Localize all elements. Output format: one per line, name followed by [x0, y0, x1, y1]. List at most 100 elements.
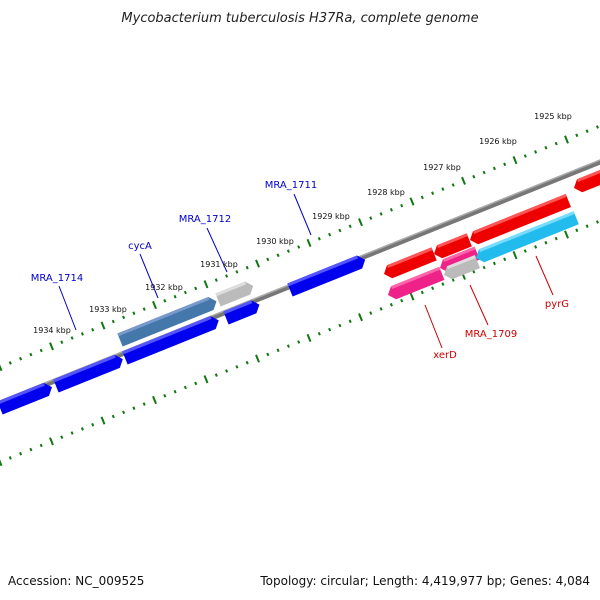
- major-tick: [100, 416, 106, 425]
- minor-tick: [492, 166, 496, 171]
- minor-tick: [276, 348, 280, 353]
- minor-tick: [534, 245, 538, 249]
- minor-tick: [554, 141, 558, 146]
- minor-tick: [348, 319, 352, 324]
- gene-label[interactable]: pyrG: [545, 299, 569, 310]
- accession-text: Accession: NC_009525: [8, 574, 144, 588]
- gene-label[interactable]: MRA_1712: [179, 214, 231, 225]
- minor-tick: [286, 344, 290, 348]
- minor-tick: [132, 311, 136, 315]
- minor-tick: [297, 245, 301, 249]
- minor-tick: [441, 282, 445, 286]
- minor-tick: [122, 315, 126, 320]
- gene-arrow[interactable]: [0, 381, 55, 415]
- minor-tick: [245, 265, 249, 270]
- map-title: Mycobacterium tuberculosis H37Ra, comple…: [121, 11, 478, 26]
- gene-arrow[interactable]: [381, 247, 437, 280]
- gene-label[interactable]: MRA_1709: [465, 329, 517, 340]
- minor-tick: [389, 208, 393, 212]
- minor-tick: [328, 327, 332, 332]
- major-tick: [358, 218, 363, 227]
- major-tick: [512, 251, 518, 260]
- major-tick: [461, 176, 466, 185]
- major-tick: [203, 280, 209, 289]
- major-tick: [409, 197, 415, 206]
- major-tick: [255, 354, 260, 363]
- minor-tick: [19, 451, 23, 456]
- gene-arrow[interactable]: [53, 353, 125, 393]
- minor-tick: [194, 286, 198, 291]
- minor-tick: [163, 394, 167, 398]
- minor-tick: [39, 348, 43, 353]
- gene-arrow-grey[interactable]: [215, 279, 255, 307]
- minor-tick: [575, 133, 579, 138]
- gene-label[interactable]: MRA_1711: [265, 180, 317, 191]
- minor-tick: [482, 170, 486, 175]
- minor-tick: [595, 125, 599, 129]
- gene-arrow-steel[interactable]: [117, 295, 219, 347]
- kbp-label: 1929 kbp: [312, 212, 350, 221]
- minor-tick: [235, 365, 239, 369]
- minor-tick: [39, 443, 43, 448]
- gene-arrow[interactable]: [223, 298, 262, 325]
- minor-tick: [163, 299, 167, 303]
- minor-tick: [420, 195, 424, 200]
- major-tick: [564, 135, 569, 144]
- minor-tick: [534, 150, 538, 154]
- reverse-genes: [381, 166, 600, 302]
- minor-tick: [369, 216, 373, 220]
- gene-arrow-light-blue[interactable]: [473, 211, 579, 264]
- minor-tick: [276, 253, 280, 258]
- gene-arrow[interactable]: [467, 193, 571, 247]
- minor-tick: [492, 261, 496, 266]
- kbp-label: 1931 kbp: [200, 260, 238, 269]
- leader-lines: [58, 193, 554, 349]
- major-tick: [49, 437, 54, 446]
- minor-tick: [523, 154, 527, 158]
- minor-tick: [431, 191, 435, 195]
- gene-arrow[interactable]: [571, 166, 600, 195]
- kbp-label: 1925 kbp: [534, 112, 572, 121]
- gene-arrow[interactable]: [287, 253, 367, 297]
- gene-arrow[interactable]: [122, 314, 221, 365]
- gene-arrow-pink[interactable]: [385, 266, 445, 302]
- minor-tick: [111, 319, 115, 324]
- gene-arrow-grey[interactable]: [441, 255, 481, 281]
- major-tick: [512, 156, 518, 165]
- minor-tick: [379, 307, 383, 311]
- minor-tick: [225, 369, 229, 373]
- tick-track-upper: [0, 125, 599, 372]
- minor-tick: [286, 249, 290, 253]
- minor-tick: [595, 220, 599, 224]
- minor-tick: [400, 203, 404, 208]
- minor-tick: [389, 303, 393, 307]
- minor-tick: [19, 356, 23, 361]
- minor-tick: [317, 331, 321, 336]
- minor-tick: [503, 162, 507, 167]
- minor-tick: [111, 414, 115, 419]
- minor-tick: [431, 286, 435, 290]
- forward-genes: [0, 253, 367, 415]
- minor-tick: [400, 298, 404, 303]
- minor-tick: [70, 431, 74, 435]
- major-tick: [0, 364, 3, 372]
- minor-tick: [585, 224, 589, 228]
- minor-tick: [585, 129, 589, 133]
- kbp-label: 1927 kbp: [423, 163, 461, 172]
- minor-tick: [348, 224, 352, 229]
- minor-tick: [8, 361, 12, 365]
- gene-label[interactable]: cycA: [128, 241, 152, 252]
- minor-tick: [183, 385, 187, 390]
- gene-arrow[interactable]: [431, 233, 472, 260]
- gene-label[interactable]: MRA_1714: [31, 273, 83, 284]
- tick-track-lower: [0, 220, 599, 467]
- major-tick: [358, 313, 363, 322]
- major-tick: [0, 459, 3, 467]
- minor-tick: [523, 249, 527, 253]
- minor-tick: [544, 240, 548, 245]
- minor-tick: [554, 236, 558, 241]
- minor-tick: [194, 381, 198, 386]
- gene-label[interactable]: xerD: [433, 350, 457, 361]
- minor-tick: [482, 265, 486, 270]
